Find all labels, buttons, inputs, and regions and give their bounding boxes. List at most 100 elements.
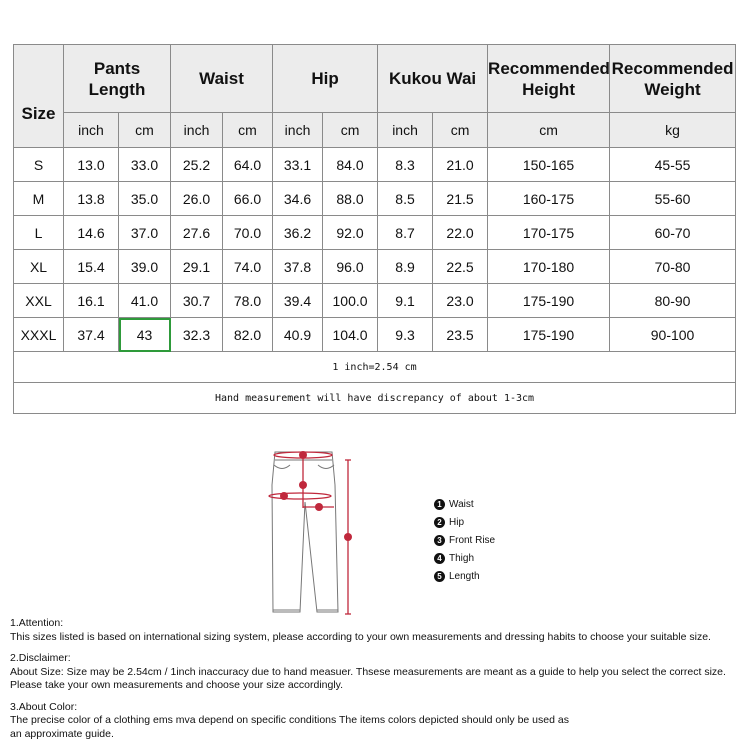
table-cell[interactable]: 64.0 [222, 147, 274, 182]
table-cell[interactable]: 100.0 [322, 283, 379, 318]
legend-item: 5 Length [434, 568, 495, 586]
table-cell[interactable]: 45-55 [609, 147, 737, 182]
table-cell[interactable]: XXL [13, 283, 64, 318]
table-cell[interactable]: 22.5 [432, 249, 489, 284]
table-cell[interactable]: 175-190 [487, 283, 611, 318]
table-cell[interactable]: 37.4 [63, 317, 119, 352]
table-row: L 14.6 37.0 27.6 70.0 36.2 92.0 8.7 22.0 170-175 6… [13, 215, 737, 250]
legend-label: Waist [449, 498, 474, 510]
table-cell[interactable]: 92.0 [322, 215, 379, 250]
table-cell[interactable]: 34.6 [272, 181, 324, 216]
disclaimer-text: About Size: Size may be 2.54cm / 1inch i… [10, 665, 726, 678]
table-cell[interactable]: 55-60 [609, 181, 737, 216]
table-cell[interactable]: 37.0 [117, 215, 172, 250]
header-pants-length: Pants Length [62, 44, 172, 113]
table-cell[interactable]: 170-180 [487, 249, 611, 284]
table-cell[interactable]: 150-165 [487, 147, 611, 182]
table-cell[interactable]: 16.1 [63, 283, 119, 318]
table-row: XXL 16.1 41.0 30.7 78.0 39.4 100.0 9.1 23.0 175-1… [13, 283, 737, 318]
table-cell[interactable]: M [13, 181, 64, 216]
table-cell[interactable]: 40.9 [272, 317, 324, 352]
disclaimer-text-2: Please take your own measurements and ch… [10, 679, 344, 691]
conversion-note: 1 inch=2.54 cm [12, 351, 737, 383]
table-cell[interactable]: 30.7 [170, 283, 224, 318]
number-badge-icon: 3 [434, 534, 445, 546]
table-cell[interactable]: 13.8 [63, 181, 119, 216]
table-cell[interactable]: 160-175 [487, 181, 611, 216]
table-cell[interactable]: 33.1 [272, 147, 324, 182]
table-cell[interactable]: 21.5 [432, 181, 489, 216]
table-cell[interactable]: 82.0 [222, 317, 274, 352]
table-cell[interactable]: 70.0 [222, 215, 274, 250]
table-cell[interactable]: 39.0 [117, 249, 172, 284]
number-badge-icon: 1 [434, 498, 445, 510]
attention-text: This sizes listed is based on internatio… [10, 630, 711, 643]
legend-label: Hip [449, 516, 465, 528]
table-cell[interactable]: 90-100 [609, 317, 737, 352]
color-text-2: an approximate guide. [10, 727, 114, 740]
measurement-legend: 1 Waist 2 Hip 3 Front Rise 4 Thigh 5 Length [434, 495, 495, 586]
table-cell[interactable]: 36.2 [272, 215, 324, 250]
table-cell[interactable]: 96.0 [322, 249, 379, 284]
table-cell[interactable]: 88.0 [322, 181, 379, 216]
table-cell[interactable]: XL [13, 249, 64, 284]
table-cell[interactable]: 32.3 [170, 317, 224, 352]
table-cell[interactable]: 175-190 [487, 317, 611, 352]
header-size: Size [13, 44, 64, 148]
table-cell[interactable]: 8.3 [377, 147, 434, 182]
table-cell[interactable]: 27.6 [170, 215, 224, 250]
table-cell[interactable]: 23.0 [432, 283, 489, 318]
table-cell[interactable]: 8.5 [377, 181, 434, 216]
table-cell[interactable]: XXXL [13, 317, 64, 352]
table-cell[interactable]: 25.2 [170, 147, 224, 182]
table-cell[interactable]: 70-80 [609, 249, 737, 284]
size-chart-table: Size Pants Length Waist Hip Kukou Wai Re… [12, 44, 737, 414]
table-cell[interactable]: 104.0 [322, 317, 379, 352]
disclaimer-title: 2.Disclaimer: [10, 652, 71, 664]
unit-header: cm [222, 112, 274, 148]
table-cell[interactable]: 13.0 [63, 147, 119, 182]
number-badge-icon: 2 [434, 516, 445, 528]
table-cell[interactable]: 35.0 [117, 181, 172, 216]
unit-header: cm [487, 112, 611, 148]
table-cell[interactable]: 15.4 [63, 249, 119, 284]
pants-diagram [268, 451, 352, 615]
table-cell[interactable]: 33.0 [117, 147, 172, 182]
table-cell[interactable]: 8.7 [377, 215, 434, 250]
header-height: Recommended Height [487, 44, 611, 113]
table-row: M 13.8 35.0 26.0 66.0 34.6 88.0 8.5 21.5 160-175 5… [13, 181, 737, 216]
legend-item: 4 Thigh [434, 550, 495, 568]
table-cell[interactable]: 26.0 [170, 181, 224, 216]
attention-title: 1.Attention: [10, 617, 64, 629]
table-cell[interactable]: 39.4 [272, 283, 324, 318]
unit-header: inch [63, 112, 119, 148]
unit-header: inch [272, 112, 324, 148]
table-cell[interactable]: 21.0 [432, 147, 489, 182]
table-cell[interactable]: 80-90 [609, 283, 737, 318]
table-cell[interactable]: S [13, 147, 64, 182]
table-cell[interactable]: 43 [117, 317, 172, 352]
legend-label: Length [449, 571, 480, 583]
table-cell[interactable]: 22.0 [432, 215, 489, 250]
table-cell[interactable]: 8.9 [377, 249, 434, 284]
table-cell[interactable]: 74.0 [222, 249, 274, 284]
table-cell[interactable]: 84.0 [322, 147, 379, 182]
table-cell[interactable]: 41.0 [117, 283, 172, 318]
legend-item: 1 Waist [434, 495, 495, 513]
header-hip: Hip [272, 44, 379, 113]
table-cell[interactable]: 78.0 [222, 283, 274, 318]
table-cell[interactable]: 9.1 [377, 283, 434, 318]
legend-label: Front Rise [449, 534, 496, 546]
table-cell[interactable]: 66.0 [222, 181, 274, 216]
color-title: 3.About Color: [10, 700, 78, 713]
table-row: XL 15.4 39.0 29.1 74.0 37.8 96.0 8.9 22.5 170-180… [13, 249, 737, 284]
table-cell[interactable]: 9.3 [377, 317, 434, 352]
table-cell[interactable]: L [13, 215, 64, 250]
table-cell[interactable]: 170-175 [487, 215, 611, 250]
table-cell[interactable]: 29.1 [170, 249, 224, 284]
table-cell[interactable]: 37.8 [272, 249, 324, 284]
table-cell[interactable]: 14.6 [63, 215, 119, 250]
table-cell[interactable]: 60-70 [609, 215, 737, 250]
table-cell[interactable]: 23.5 [432, 317, 489, 352]
unit-header: cm [117, 112, 172, 148]
